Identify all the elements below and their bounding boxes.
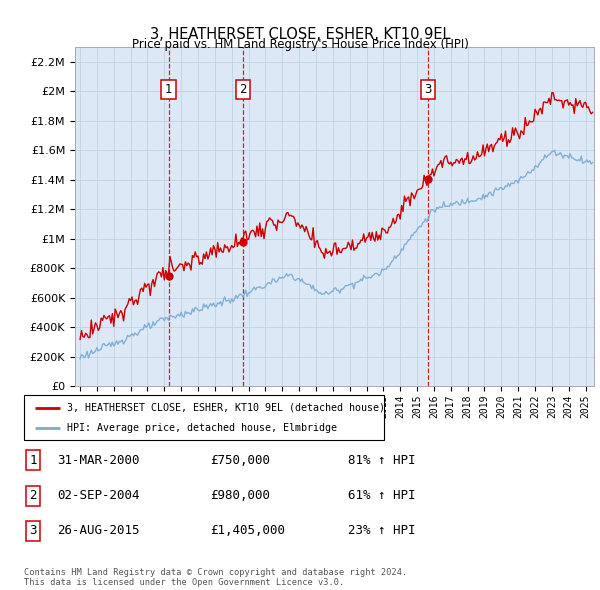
Text: 81% ↑ HPI: 81% ↑ HPI	[348, 454, 415, 467]
Text: 1: 1	[165, 83, 172, 96]
Text: 2: 2	[239, 83, 247, 96]
Text: 31-MAR-2000: 31-MAR-2000	[57, 454, 139, 467]
Text: £980,000: £980,000	[210, 489, 270, 502]
Text: 3, HEATHERSET CLOSE, ESHER, KT10 9EL (detached house): 3, HEATHERSET CLOSE, ESHER, KT10 9EL (de…	[67, 403, 385, 412]
Text: HPI: Average price, detached house, Elmbridge: HPI: Average price, detached house, Elmb…	[67, 424, 337, 434]
Text: 3: 3	[29, 525, 37, 537]
Text: £1,405,000: £1,405,000	[210, 525, 285, 537]
Text: Price paid vs. HM Land Registry's House Price Index (HPI): Price paid vs. HM Land Registry's House …	[131, 38, 469, 51]
Text: 2: 2	[29, 489, 37, 502]
Text: £750,000: £750,000	[210, 454, 270, 467]
FancyBboxPatch shape	[24, 395, 384, 440]
Text: Contains HM Land Registry data © Crown copyright and database right 2024.
This d: Contains HM Land Registry data © Crown c…	[24, 568, 407, 587]
Text: 3, HEATHERSET CLOSE, ESHER, KT10 9EL: 3, HEATHERSET CLOSE, ESHER, KT10 9EL	[150, 27, 450, 41]
Text: 3: 3	[424, 83, 432, 96]
Text: 61% ↑ HPI: 61% ↑ HPI	[348, 489, 415, 502]
Text: 23% ↑ HPI: 23% ↑ HPI	[348, 525, 415, 537]
Text: 02-SEP-2004: 02-SEP-2004	[57, 489, 139, 502]
Text: 26-AUG-2015: 26-AUG-2015	[57, 525, 139, 537]
Text: 1: 1	[29, 454, 37, 467]
